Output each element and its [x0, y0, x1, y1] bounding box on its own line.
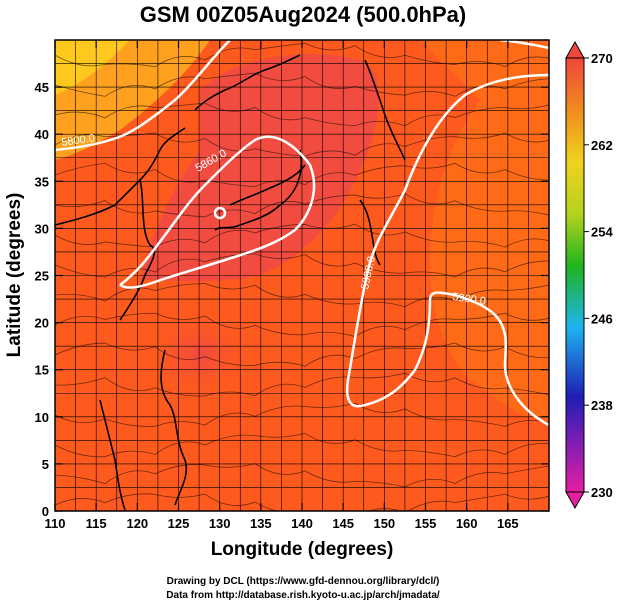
height-contours [55, 40, 549, 427]
streamline [55, 432, 549, 458]
colorbar-tick-label: 254 [591, 225, 613, 240]
x-tick-label: 160 [456, 516, 478, 531]
x-tick-label: 150 [373, 516, 395, 531]
streamline [55, 402, 549, 427]
colorbar: 230 238 246 254 262 270 [565, 40, 613, 510]
streamline [55, 42, 549, 68]
contour-label-5800: 5800.0 [61, 132, 96, 149]
x-tick-label: 125 [168, 516, 190, 531]
colorbar-tick-label: 246 [591, 311, 613, 326]
y-tick-label: 15 [35, 363, 49, 378]
streamline [55, 162, 549, 188]
colorbar-bottom-arrow [565, 491, 585, 510]
x-tick-label: 140 [291, 516, 313, 531]
colorbar-ticks: 230 238 246 254 262 270 [584, 51, 613, 500]
y-axis-title: Latitude (degrees) [4, 193, 25, 358]
colorbar-gradient [565, 57, 585, 493]
colorbar-tick-label: 238 [591, 398, 613, 413]
streamline [55, 312, 549, 338]
y-axis-ticks: 0 5 10 15 20 25 30 35 40 45 [35, 80, 549, 519]
coastline-japan-honshu [214, 149, 303, 231]
coastline-japan-north [229, 164, 306, 206]
lat-lon-grid [55, 40, 549, 511]
streamline [55, 132, 549, 157]
x-tick-label: 165 [497, 516, 519, 531]
contour-5860 [119, 135, 316, 289]
y-tick-label: 40 [35, 127, 49, 142]
subtropical-high-region [420, 40, 549, 420]
credit-drawing: Drawing by DCL (https://www.gfd-dennou.o… [167, 576, 440, 587]
colorbar-tick-label: 270 [591, 51, 613, 66]
coastline-korea-manchuria [194, 54, 301, 111]
streamlines [55, 42, 549, 511]
x-tick-label: 115 [86, 516, 107, 531]
coolest-region-northwest [55, 40, 130, 95]
x-tick-label: 130 [209, 516, 231, 531]
y-tick-label: 5 [42, 457, 49, 472]
y-tick-label: 10 [35, 410, 49, 425]
chart-title: GSM 00Z05Aug2024 (500.0hPa) [140, 2, 466, 27]
streamline [55, 372, 549, 397]
streamline [55, 493, 549, 511]
contour-label-5900-east: 5900.0 [452, 291, 487, 308]
warm-core-south [145, 310, 255, 400]
contour-5900 [346, 73, 549, 427]
contour-5800 [55, 40, 231, 152]
x-axis-ticks: 110 115 120 125 130 135 140 145 150 155 160 165 [45, 40, 519, 531]
credit-data: Data from http://database.rish.kyoto-u.a… [166, 590, 440, 601]
coastline-china-east [119, 179, 155, 321]
y-tick-label: 45 [35, 80, 49, 95]
y-tick-label: 20 [35, 316, 49, 331]
y-tick-label: 30 [35, 221, 49, 236]
streamline [55, 102, 549, 127]
streamline [55, 72, 549, 97]
map-plot-area: 5800.0 5860.0 5900.0 5900.0 [55, 40, 549, 511]
colorbar-tick-label: 230 [591, 485, 613, 500]
streamline [55, 342, 549, 367]
streamline [55, 193, 549, 218]
streamline [55, 463, 549, 488]
colorbar-top-arrow [565, 40, 585, 59]
coastlines [55, 54, 406, 511]
y-tick-label: 0 [42, 504, 49, 519]
colorbar-tick-label: 262 [591, 138, 613, 153]
streamline [55, 253, 549, 278]
x-tick-label: 120 [126, 516, 148, 531]
contour-closed-small [213, 206, 227, 220]
x-tick-label: 135 [250, 516, 272, 531]
x-axis-title: Longitude (degrees) [211, 539, 394, 560]
coastline-philippines [160, 349, 188, 506]
coastline-islands [359, 199, 381, 266]
coastline-indochina [99, 399, 126, 511]
streamline [55, 283, 549, 308]
coastline-kuril-kamchatka [364, 59, 406, 161]
x-tick-label: 155 [415, 516, 437, 531]
y-tick-label: 35 [35, 174, 49, 189]
x-tick-label: 145 [332, 516, 354, 531]
x-tick-label: 110 [45, 516, 66, 531]
streamline [55, 223, 549, 248]
y-tick-label: 25 [35, 269, 49, 284]
